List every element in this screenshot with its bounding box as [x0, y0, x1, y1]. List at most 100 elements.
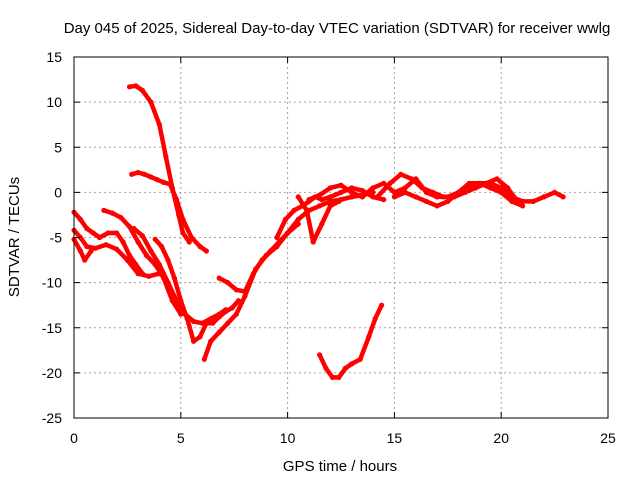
data-point	[242, 289, 248, 295]
y-tick-labels: -25 -20 -15 -10 -5 0 5 10 15	[42, 49, 62, 426]
data-point	[310, 239, 316, 245]
data-point	[186, 239, 192, 245]
y-tick-label: -20	[42, 365, 62, 381]
data-point	[97, 234, 103, 241]
data-point	[434, 203, 440, 209]
data-point	[498, 185, 504, 191]
data-point	[126, 84, 133, 90]
x-tick-label: 5	[177, 430, 185, 446]
data-point	[282, 216, 289, 222]
data-point	[387, 180, 393, 186]
x-tick-label: 20	[493, 430, 509, 446]
data-series	[71, 83, 566, 380]
data-point	[171, 275, 177, 281]
data-point	[402, 185, 408, 191]
data-point	[146, 273, 152, 279]
data-point	[135, 169, 141, 176]
data-point	[342, 365, 348, 371]
data-point	[323, 365, 329, 371]
data-point	[505, 185, 511, 191]
data-point	[152, 236, 158, 242]
data-point	[223, 308, 229, 315]
data-point	[413, 194, 419, 200]
series-line-arc-6	[101, 208, 184, 317]
data-point	[165, 257, 171, 263]
y-tick-label: -10	[42, 275, 62, 291]
data-point	[370, 194, 376, 200]
data-point	[295, 194, 301, 200]
data-point	[430, 189, 436, 195]
y-tick-label: -5	[50, 230, 63, 246]
x-tick-label: 25	[600, 430, 616, 446]
data-point	[329, 374, 336, 380]
data-point	[327, 203, 333, 209]
data-point	[208, 338, 214, 344]
data-point	[210, 320, 216, 326]
data-point	[338, 182, 344, 188]
data-point	[126, 224, 133, 230]
data-point	[225, 280, 231, 286]
x-tick-label: 0	[70, 430, 78, 446]
data-point	[148, 248, 154, 254]
y-tick-label: 10	[46, 94, 62, 110]
y-axis-label: SDTVAR / TECUs	[6, 177, 23, 297]
data-point	[216, 329, 222, 335]
y-tick-label: -25	[42, 410, 62, 426]
data-point	[148, 174, 154, 180]
data-point	[336, 198, 342, 204]
data-point	[184, 316, 190, 322]
data-point	[124, 257, 130, 263]
data-point	[139, 87, 145, 93]
data-point	[88, 248, 94, 254]
data-point	[319, 221, 325, 227]
data-point	[135, 239, 141, 245]
data-point	[336, 374, 342, 380]
data-point	[173, 197, 180, 203]
data-point	[398, 171, 404, 177]
axis-ticks	[73, 56, 609, 419]
data-point	[541, 194, 547, 200]
data-point	[233, 287, 239, 293]
data-point	[131, 225, 137, 232]
x-tick-label: 15	[387, 430, 403, 446]
data-point	[203, 248, 209, 254]
data-point	[139, 233, 145, 239]
data-point	[233, 311, 239, 317]
data-point	[92, 245, 98, 251]
data-point	[133, 83, 139, 89]
data-point	[374, 194, 380, 200]
series-line-arc-1	[127, 83, 192, 245]
x-tick-label: 10	[280, 430, 296, 446]
data-point	[114, 246, 120, 252]
data-point	[242, 293, 248, 299]
data-point	[317, 352, 323, 358]
data-point	[216, 314, 222, 320]
series-line-arc-4	[71, 228, 162, 279]
data-point	[103, 242, 109, 248]
data-point	[118, 215, 124, 221]
data-point	[77, 248, 83, 254]
data-point	[366, 334, 372, 340]
data-point	[338, 189, 344, 195]
data-point	[159, 243, 165, 250]
data-point	[466, 185, 472, 191]
data-point	[477, 180, 483, 186]
data-point	[530, 198, 536, 204]
data-point	[197, 334, 203, 340]
data-point	[120, 239, 126, 245]
data-point	[180, 216, 186, 222]
data-point	[349, 194, 355, 200]
data-point	[201, 356, 207, 362]
data-point	[82, 257, 88, 263]
data-point	[381, 180, 387, 186]
data-point	[101, 207, 107, 213]
data-point	[84, 243, 90, 250]
series-line-arc-16	[317, 302, 384, 380]
series-line-arc-9	[202, 221, 301, 362]
data-point	[423, 198, 429, 204]
data-point	[161, 179, 167, 185]
data-point	[135, 271, 141, 277]
data-point	[359, 194, 365, 200]
data-point	[114, 230, 120, 236]
